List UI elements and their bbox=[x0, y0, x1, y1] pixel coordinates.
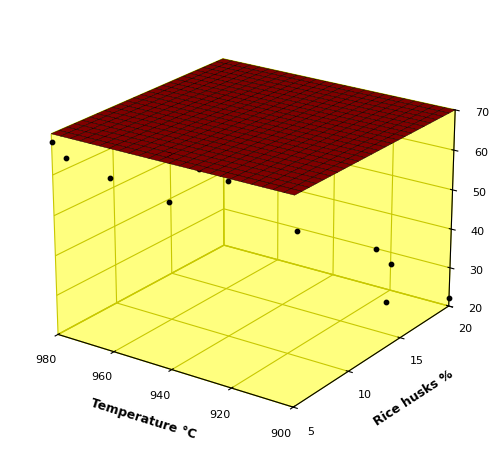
X-axis label: Temperature °C: Temperature °C bbox=[89, 397, 198, 441]
Y-axis label: Rice husks %: Rice husks % bbox=[372, 367, 456, 428]
